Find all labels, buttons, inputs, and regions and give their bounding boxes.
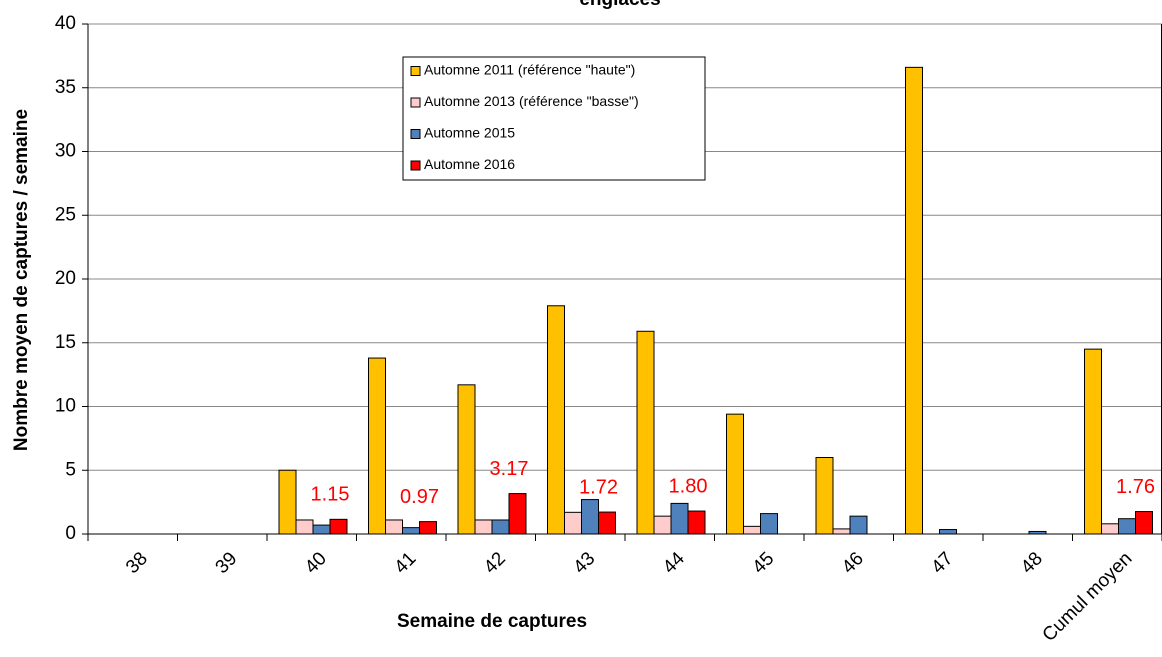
bar xyxy=(1084,348,1102,535)
x-tick-label: 42 xyxy=(480,548,510,578)
bar xyxy=(687,510,706,535)
bar xyxy=(295,519,314,535)
bar xyxy=(581,499,599,535)
bar xyxy=(491,519,510,535)
x-axis-title: Semaine de captures xyxy=(397,611,587,632)
bar xyxy=(815,457,834,535)
bar xyxy=(312,524,331,535)
x-tick-label: 40 xyxy=(301,548,331,578)
legend-label: Automne 2013 (référence "basse") xyxy=(424,93,639,109)
bar xyxy=(1101,523,1119,535)
bar xyxy=(278,469,297,535)
bar xyxy=(419,521,437,535)
bar xyxy=(743,525,761,535)
chart-title: englacés xyxy=(579,0,660,10)
data-label: 1.76 xyxy=(1116,476,1155,498)
y-tick-label: 35 xyxy=(55,77,76,98)
legend-label: Automne 2016 xyxy=(424,156,515,172)
data-label: 1.72 xyxy=(579,476,618,498)
y-tick-label: 40 xyxy=(55,13,76,34)
y-tick-label: 5 xyxy=(65,459,76,480)
x-tick-label: 47 xyxy=(928,548,958,578)
y-axis-title: Nombre moyen de captures / semaine xyxy=(11,109,32,451)
bar xyxy=(402,527,420,535)
x-tick-label: 45 xyxy=(749,548,779,578)
y-tick-label: 25 xyxy=(55,204,76,225)
y-tick-label: 15 xyxy=(55,332,76,353)
legend-swatch xyxy=(410,97,421,108)
bar xyxy=(939,529,957,535)
bar xyxy=(368,357,386,535)
data-label: 1.15 xyxy=(311,484,350,506)
bar xyxy=(726,413,744,535)
bar xyxy=(636,330,655,535)
bar xyxy=(670,502,689,535)
y-tick-label: 30 xyxy=(55,141,76,162)
x-tick-label: 38 xyxy=(122,548,152,578)
legend: Automne 2011 (référence "haute") Automne … xyxy=(402,56,706,181)
bar xyxy=(598,511,616,535)
y-tick-label: 0 xyxy=(65,523,76,544)
legend-swatch xyxy=(410,129,421,139)
y-tick-label: 10 xyxy=(55,396,76,417)
x-tick-label: 46 xyxy=(838,548,868,578)
x-tick-label: 43 xyxy=(570,548,600,578)
bar xyxy=(329,518,348,535)
legend-label: Automne 2011 (référence "haute") xyxy=(424,62,635,78)
x-tick-label: Cumul moyen xyxy=(1039,548,1137,646)
data-label: 0.97 xyxy=(400,486,439,508)
bar xyxy=(1135,511,1153,535)
data-label: 3.17 xyxy=(490,458,529,480)
bar xyxy=(832,528,851,535)
bar xyxy=(457,384,476,535)
y-tick-label: 20 xyxy=(55,268,76,289)
legend-swatch xyxy=(410,66,421,76)
legend-box xyxy=(402,56,706,181)
bar xyxy=(1118,518,1136,535)
bar xyxy=(385,519,403,535)
x-tick-label: 41 xyxy=(391,548,421,578)
bar xyxy=(547,305,565,535)
x-tick-label: 39 xyxy=(212,548,242,578)
bar xyxy=(760,513,778,535)
legend-swatch xyxy=(410,160,421,171)
bar xyxy=(905,66,923,535)
bar xyxy=(474,519,493,535)
bar xyxy=(508,493,527,535)
x-tick-label: 48 xyxy=(1017,548,1047,578)
bar xyxy=(564,511,582,535)
x-tick-label: 44 xyxy=(659,548,689,578)
legend-label: Automne 2015 xyxy=(424,125,515,141)
bar xyxy=(849,515,868,535)
bar xyxy=(653,515,672,535)
data-label: 1.80 xyxy=(669,475,708,497)
